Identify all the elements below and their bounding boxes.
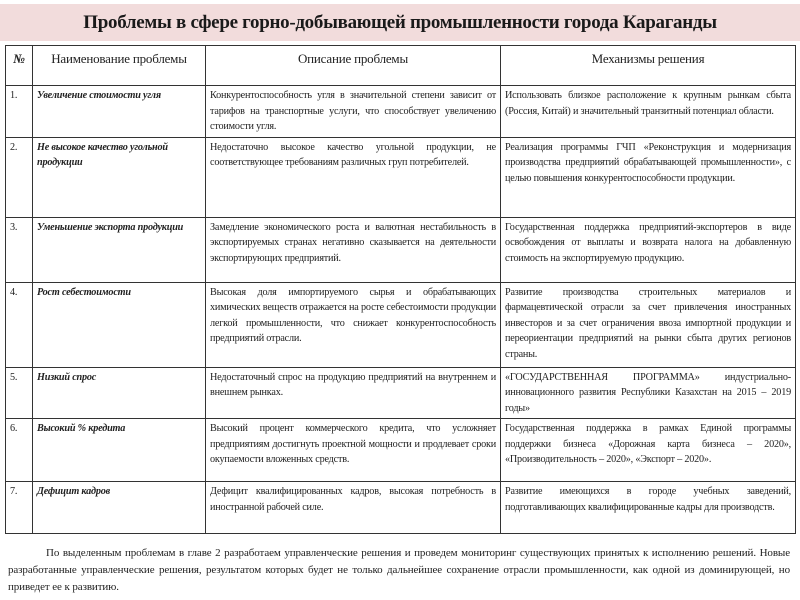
problem-name: Увеличение стоимости угля: [32, 85, 206, 138]
problem-name: Высокий % кредита: [32, 418, 206, 482]
row-number: 2.: [5, 136, 33, 218]
table-row: 1. Увеличение стоимости угля Конкурентоспо…: [5, 85, 796, 138]
row-number: 6.: [5, 418, 33, 482]
problems-table: № Наименование проблемы Описание проблем…: [5, 45, 796, 534]
row-number: 3.: [5, 216, 33, 283]
problem-solution: Использовать близкое расположение к круп…: [500, 85, 796, 138]
problem-description: Дефицит квалифицированных кадров, высока…: [205, 481, 501, 534]
problem-description: Недостаточный спрос на продукцию предпри…: [205, 366, 501, 419]
problem-solution: Государственная поддержка в рамках Едино…: [500, 418, 796, 482]
row-number: 4.: [5, 281, 33, 368]
problem-description: Недостаточно высокое качество угольной п…: [205, 136, 501, 218]
problem-solution: Развитие производства строительных матер…: [500, 281, 796, 368]
problem-solution: «ГОСУДАРСТВЕННАЯ ПРОГРАММА» индустриальн…: [500, 366, 796, 419]
header-solution: Механизмы решения: [500, 45, 796, 86]
problem-description: Замедление экономического роста и валютн…: [205, 216, 501, 283]
problem-description: Конкурентоспособность угля в значительно…: [205, 85, 501, 138]
table-row: 4. Рост себестоимости Высокая доля импорти…: [5, 281, 796, 368]
problem-name: Рост себестоимости: [32, 281, 206, 368]
row-number: 5.: [5, 366, 33, 419]
problem-description: Высокая доля импортируемого сырья и обра…: [205, 281, 501, 368]
table-row: 3. Уменьшение экспорта продукции Замедлени…: [5, 216, 796, 283]
header-description: Описание проблемы: [205, 45, 501, 86]
table-row: 6. Высокий % кредита Высокий процент комме…: [5, 418, 796, 482]
table-header-row: № Наименование проблемы Описание проблем…: [5, 45, 796, 86]
problem-name: Дефицит кадров: [32, 481, 206, 534]
problem-solution: Развитие имеющихся в городе учебных заве…: [500, 481, 796, 534]
table-row: 7. Дефицит кадров Дефицит квалифицированны…: [5, 481, 796, 534]
problem-solution: Государственная поддержка предприятий-эк…: [500, 216, 796, 283]
problem-description: Высокий процент коммерческого кредита, ч…: [205, 418, 501, 482]
problem-solution: Реализация программы ГЧП «Реконструкция …: [500, 136, 796, 218]
table-row: 5. Низкий спрос Недостаточный спрос на про…: [5, 366, 796, 419]
row-number: 1.: [5, 85, 33, 138]
row-number: 7.: [5, 481, 33, 534]
conclusion-paragraph: По выделенным проблемам в главе 2 разраб…: [8, 547, 790, 593]
slide-title: Проблемы в сфере горно-добывающей промыш…: [0, 4, 800, 41]
table-row: 2. Не высокое качество угольной продукции…: [5, 136, 796, 218]
problem-name: Уменьшение экспорта продукции: [32, 216, 206, 283]
header-number: №: [5, 45, 33, 86]
problem-name: Не высокое качество угольной продукции: [32, 136, 206, 218]
header-name: Наименование проблемы: [32, 45, 206, 86]
problem-name: Низкий спрос: [32, 366, 206, 419]
